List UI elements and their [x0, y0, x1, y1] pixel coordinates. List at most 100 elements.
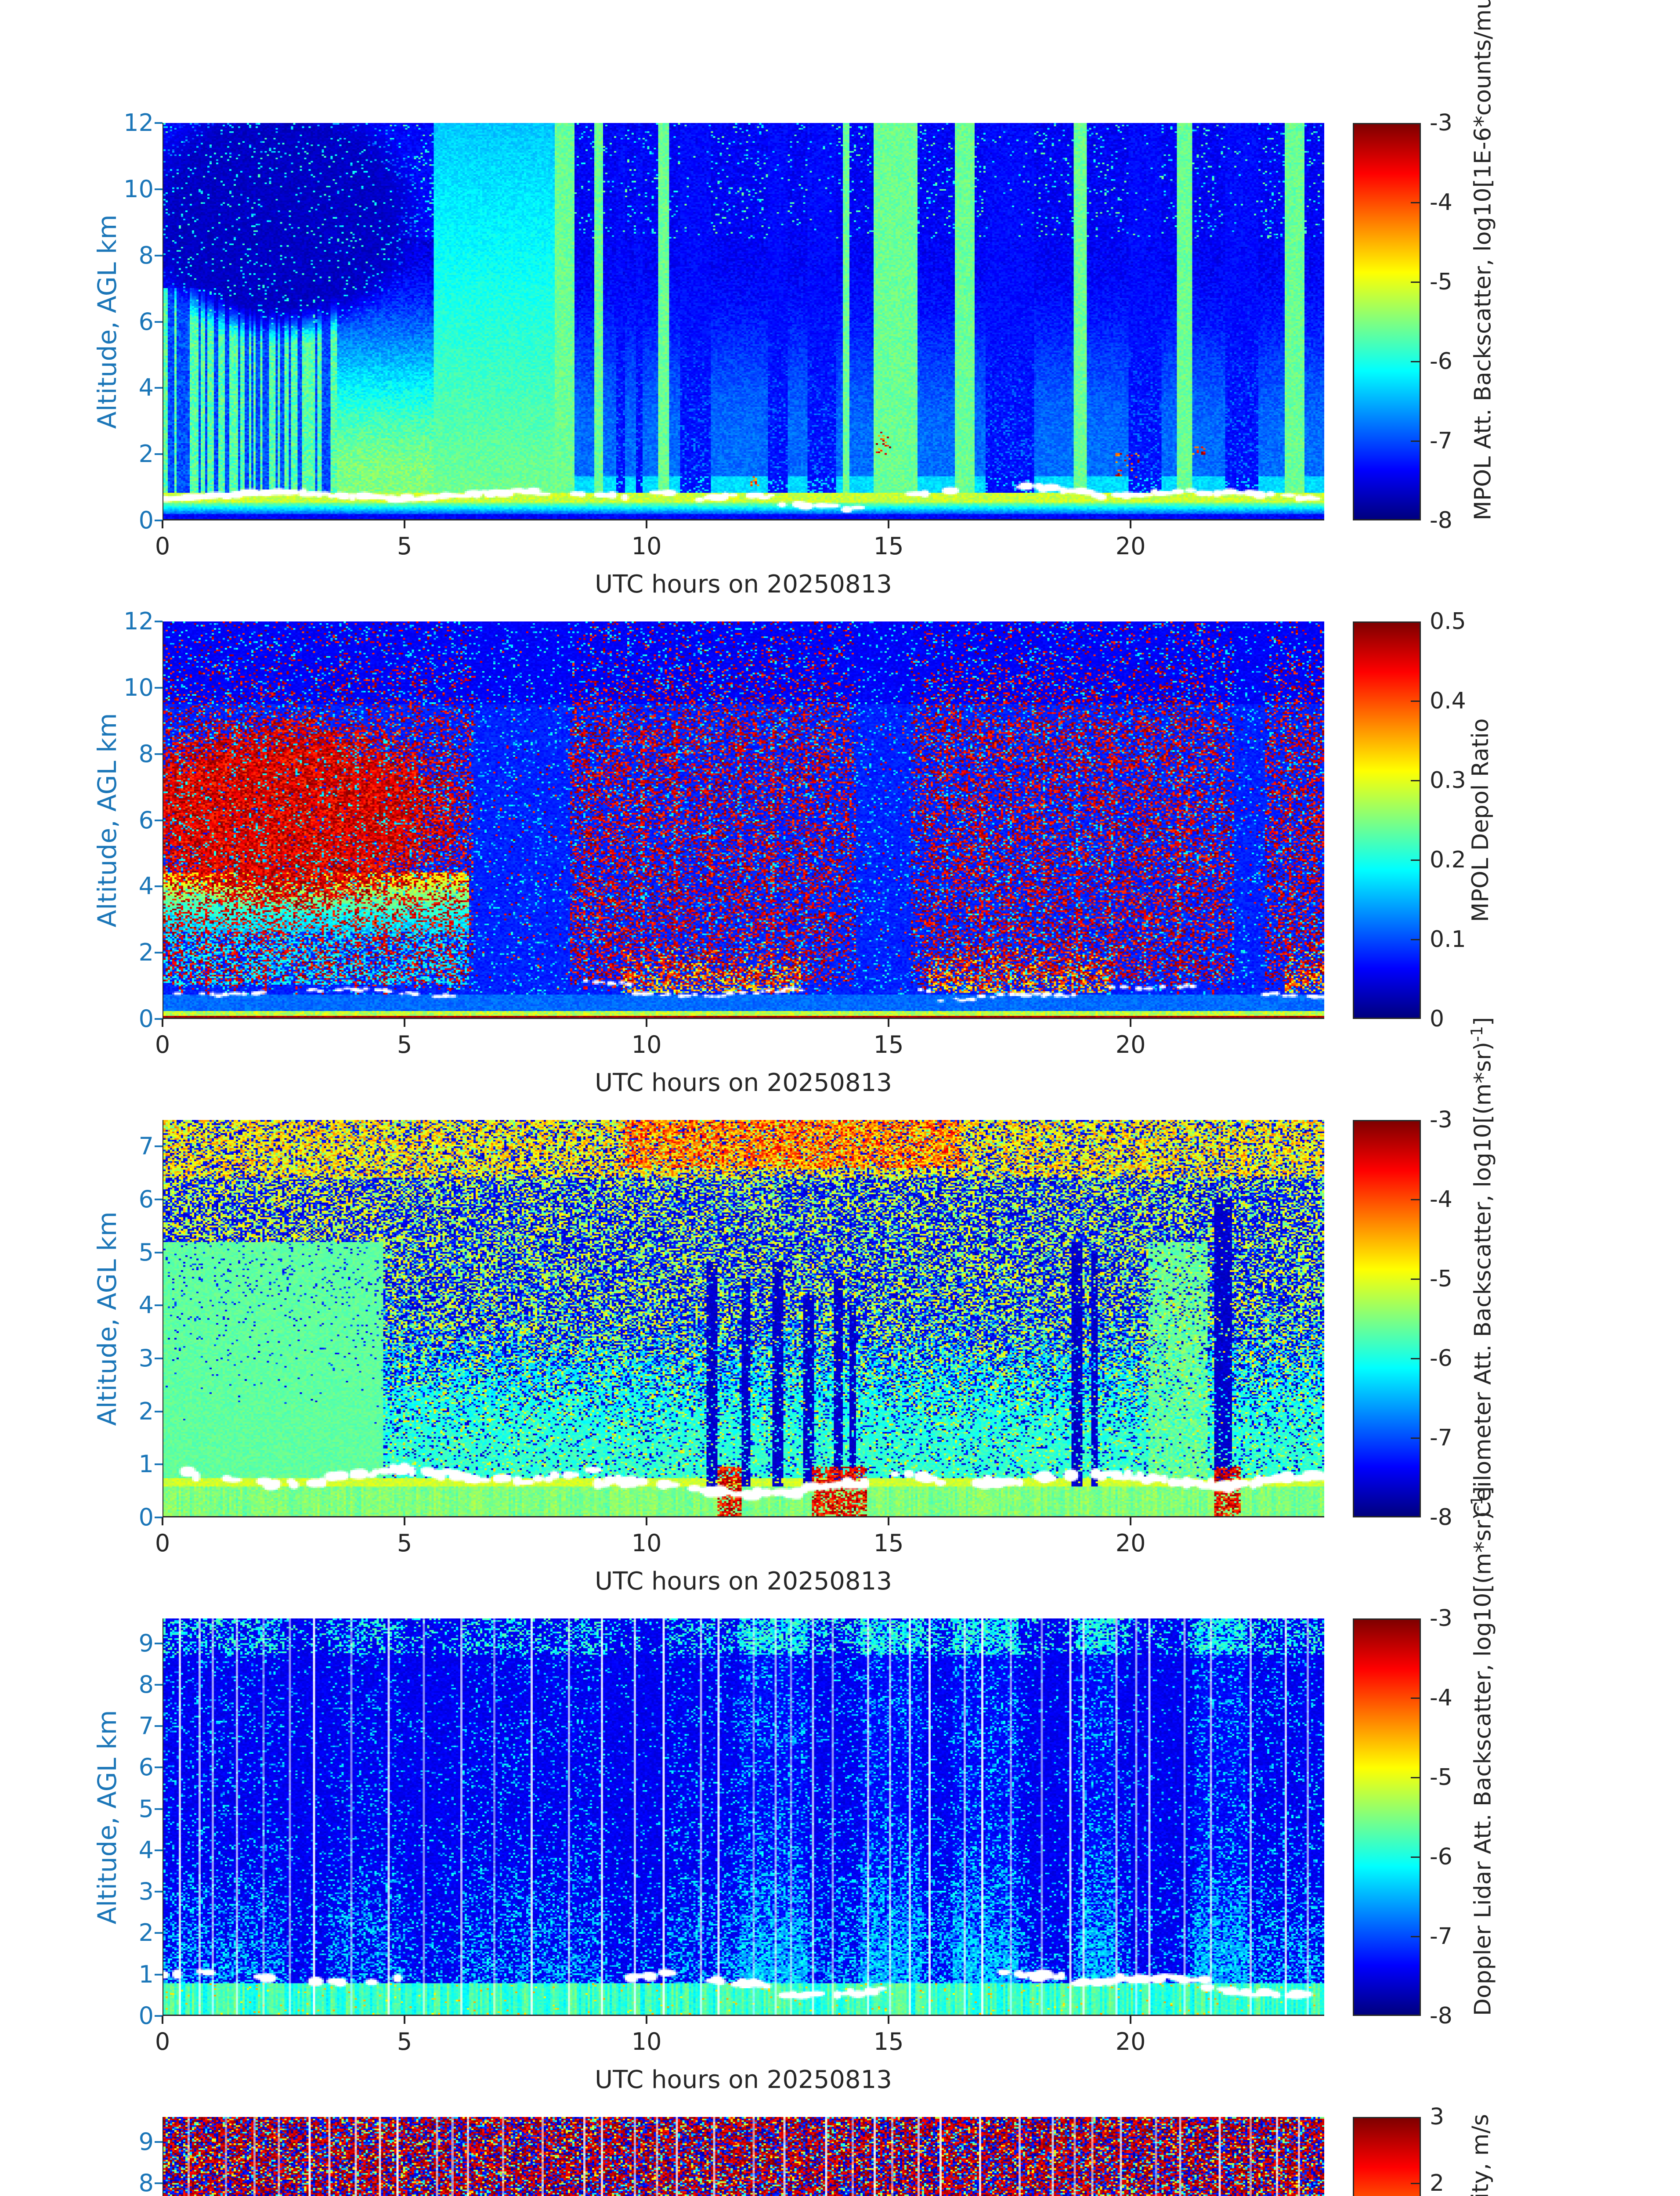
x-tick-label: 15 — [873, 1031, 904, 1058]
y-tick-mark — [155, 1932, 163, 1934]
y-tick-mark — [155, 2015, 163, 2017]
x-tick-label: 0 — [155, 1529, 170, 1557]
y-tick-mark — [155, 1251, 163, 1253]
x-tick-label: 5 — [397, 1529, 412, 1557]
y-tick-mark — [155, 1849, 163, 1851]
x-tick-mark — [404, 1517, 406, 1525]
x-tick-label: 15 — [873, 1529, 904, 1557]
y-tick-label: 5 — [138, 1238, 154, 1266]
y-tick-label: 3 — [138, 1878, 154, 1906]
y-tick-mark — [155, 122, 163, 124]
colorbar-tick-mark — [1411, 780, 1420, 781]
y-tick-label: 1 — [138, 1960, 154, 1988]
y-tick-mark — [155, 621, 163, 622]
colorbar-tick-mark — [1411, 441, 1420, 442]
heatmap-plot-area — [163, 621, 1324, 1019]
x-tick-mark — [1130, 520, 1132, 528]
y-tick-mark — [155, 188, 163, 190]
y-tick-label: 2 — [138, 1397, 154, 1425]
x-axis-label: UTC hours on 20250813 — [595, 1069, 892, 1097]
y-tick-mark — [155, 686, 163, 689]
colorbar-tick-label: -6 — [1430, 348, 1452, 375]
colorbar-tick-mark — [1411, 282, 1420, 283]
y-tick-mark — [155, 1304, 163, 1307]
y-tick-label: 6 — [138, 307, 154, 336]
x-tick-label: 10 — [631, 1031, 662, 1058]
y-tick-mark — [155, 1973, 163, 1976]
colorbar-tick-mark — [1411, 1936, 1420, 1937]
heatmap-canvas — [163, 1618, 1324, 2015]
y-tick-mark — [155, 1725, 163, 1727]
colorbar-tick-label: -8 — [1430, 2003, 1452, 2029]
x-tick-mark — [1130, 1019, 1132, 1027]
y-tick-label: 12 — [123, 109, 154, 137]
y-tick-mark — [155, 2182, 163, 2184]
y-tick-label: 5 — [138, 1795, 154, 1823]
y-tick-mark — [155, 1358, 163, 1359]
colorbar-tick-mark — [1411, 1777, 1420, 1778]
colorbar-tick-label: -4 — [1430, 1186, 1452, 1213]
heatmap-canvas — [163, 621, 1324, 1018]
y-tick-label: 4 — [138, 1291, 154, 1319]
x-tick-mark — [646, 2016, 648, 2024]
y-tick-label: 10 — [123, 175, 154, 203]
y-tick-mark — [155, 753, 163, 755]
y-tick-label: 6 — [138, 806, 154, 834]
y-tick-mark — [155, 321, 163, 323]
colorbar-tick-label: 3 — [1430, 2104, 1445, 2130]
y-tick-label: 7 — [138, 1712, 154, 1740]
x-tick-label: 10 — [631, 532, 662, 560]
y-tick-label: 6 — [138, 1185, 154, 1213]
colorbar-label: Doppler Lidar Att. Backscatter, log10[(m… — [1467, 1486, 1496, 2016]
y-tick-mark — [155, 1642, 163, 1644]
y-tick-label: 4 — [138, 872, 154, 900]
x-tick-mark — [888, 1517, 890, 1525]
heatmap-canvas — [163, 123, 1324, 519]
y-tick-mark — [155, 1683, 163, 1686]
colorbar-tick-label: 0.5 — [1430, 608, 1466, 635]
colorbar-tick-label: -7 — [1430, 1425, 1452, 1451]
y-tick-label: 9 — [138, 2127, 154, 2156]
colorbar-tick-label: -4 — [1430, 189, 1452, 216]
x-tick-label: 5 — [397, 2028, 412, 2055]
colorbar-tick-label: -8 — [1430, 507, 1452, 534]
colorbar-tick-label: 2 — [1430, 2170, 1445, 2196]
colorbar-tick-mark — [1411, 1358, 1420, 1359]
y-tick-mark — [155, 952, 163, 954]
y-tick-mark — [155, 1018, 163, 1020]
colorbar-tick-mark — [1411, 860, 1420, 861]
y-tick-label: 7 — [138, 1132, 154, 1160]
colorbar-label: MPOL Depol Ratio — [1467, 718, 1494, 922]
colorbar-tick-mark — [1411, 701, 1420, 702]
x-tick-mark — [646, 520, 648, 528]
heatmap-plot-area — [163, 1120, 1324, 1517]
x-tick-label: 20 — [1115, 2028, 1146, 2055]
y-tick-label: 6 — [138, 1753, 154, 1781]
colorbar-label-superscript: -1 — [1467, 1495, 1486, 1511]
x-tick-label: 10 — [631, 1529, 662, 1557]
x-axis-label: UTC hours on 20250813 — [595, 1567, 892, 1596]
colorbar — [1353, 123, 1421, 520]
x-tick-label: 0 — [155, 1031, 170, 1058]
x-tick-label: 0 — [155, 532, 170, 560]
colorbar-tick-label: -8 — [1430, 1504, 1452, 1531]
colorbar — [1353, 621, 1421, 1019]
y-tick-mark — [155, 885, 163, 888]
colorbar-tick-label: -6 — [1430, 1345, 1452, 1372]
y-tick-mark — [155, 1199, 163, 1200]
y-tick-mark — [155, 1517, 163, 1518]
colorbar — [1353, 1618, 1421, 2016]
colorbar-tick-mark — [1411, 1856, 1420, 1858]
colorbar-tick-label: 0.1 — [1430, 926, 1466, 953]
x-tick-mark — [162, 2016, 163, 2024]
colorbar-tick-label: 0 — [1430, 1006, 1445, 1032]
x-tick-label: 20 — [1115, 1031, 1146, 1058]
y-tick-mark — [155, 520, 163, 521]
x-tick-mark — [888, 1019, 890, 1027]
x-tick-mark — [162, 1019, 163, 1027]
colorbar-label-superscript: -1 — [1467, 1026, 1486, 1042]
colorbar-tick-label: -6 — [1430, 1844, 1452, 1870]
colorbar-tick-mark — [1411, 1698, 1420, 1699]
colorbar-tick-label: -7 — [1430, 1923, 1452, 1950]
